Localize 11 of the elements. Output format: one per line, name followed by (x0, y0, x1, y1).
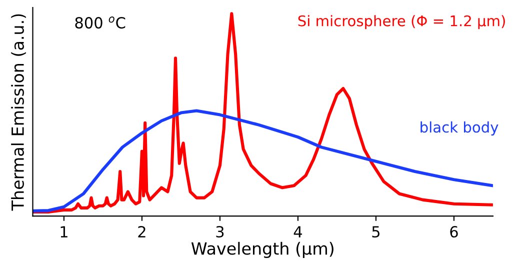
x-tick-label: 6 (450, 226, 458, 238)
text: black body (420, 121, 498, 136)
x-tick-label: 3 (216, 226, 224, 238)
x-tick-label: 4 (294, 226, 302, 238)
x-tick-label: 1 (60, 226, 68, 238)
annotation: 800 $^{o}$C (75, 16, 126, 29)
x-axis-title: Wavelength (µm) (191, 242, 334, 258)
text: Si microsphere (Φ = 1.2 µm) (298, 15, 505, 30)
x-tick-label: 2 (138, 226, 146, 238)
y-axis-title: Thermal Emission (a.u.) (11, 14, 26, 211)
x-tick-label: 5 (372, 226, 380, 238)
